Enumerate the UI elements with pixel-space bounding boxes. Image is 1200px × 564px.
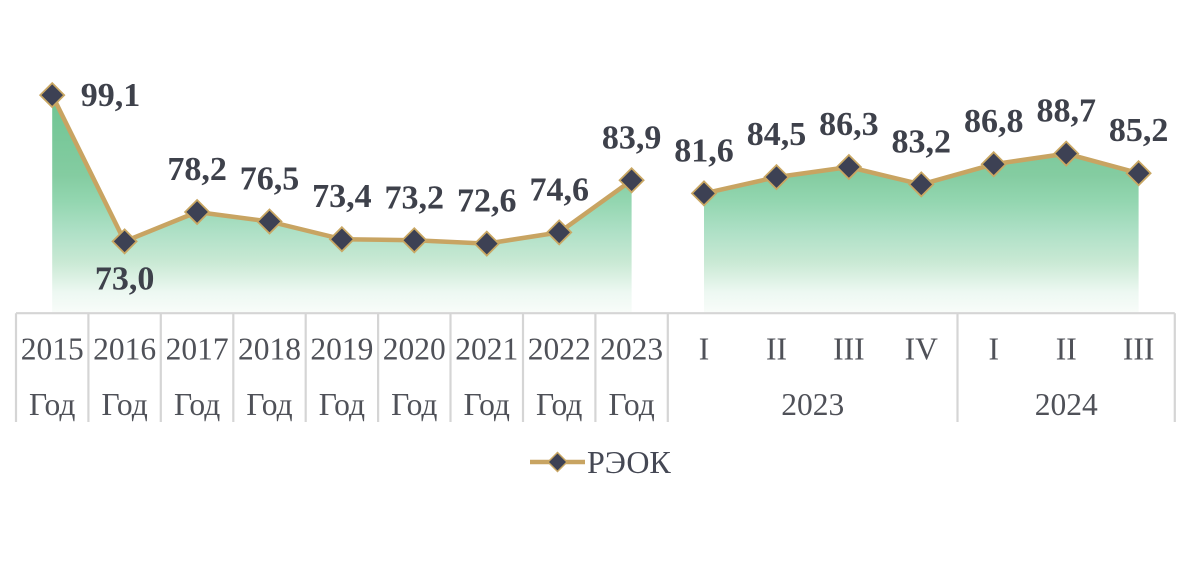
svg-text:2017: 2017 (166, 331, 229, 366)
svg-text:Год: Год (536, 387, 582, 422)
svg-text:III: III (833, 331, 864, 366)
svg-text:76,5: 76,5 (240, 161, 300, 198)
svg-text:2023: 2023 (600, 331, 663, 366)
svg-text:73,0: 73,0 (95, 260, 155, 297)
svg-text:2016: 2016 (93, 331, 156, 366)
svg-text:II: II (766, 331, 787, 366)
svg-text:78,2: 78,2 (167, 151, 227, 188)
svg-text:III: III (1123, 331, 1154, 366)
svg-text:74,6: 74,6 (529, 171, 589, 208)
svg-text:2015: 2015 (21, 331, 84, 366)
svg-text:83,2: 83,2 (892, 123, 952, 160)
svg-text:I: I (699, 331, 710, 366)
svg-text:2020: 2020 (383, 331, 446, 366)
svg-text:Год: Год (29, 387, 75, 422)
svg-text:73,4: 73,4 (312, 178, 372, 215)
svg-text:81,6: 81,6 (674, 132, 734, 169)
svg-text:Год: Год (391, 387, 437, 422)
svg-text:86,8: 86,8 (964, 103, 1024, 140)
svg-text:Год: Год (246, 387, 292, 422)
svg-text:73,2: 73,2 (385, 179, 445, 216)
svg-text:РЭОК: РЭОК (587, 444, 671, 480)
svg-text:86,3: 86,3 (819, 106, 879, 143)
svg-text:Год: Год (608, 387, 654, 422)
svg-text:II: II (1056, 331, 1077, 366)
svg-text:I: I (988, 331, 999, 366)
svg-text:Год: Год (319, 387, 365, 422)
svg-text:IV: IV (905, 331, 938, 366)
svg-text:Год: Год (174, 387, 220, 422)
svg-text:83,9: 83,9 (602, 119, 662, 156)
svg-text:85,2: 85,2 (1109, 112, 1169, 149)
svg-text:2024: 2024 (1035, 387, 1098, 422)
svg-text:2022: 2022 (528, 331, 591, 366)
svg-text:2019: 2019 (310, 331, 373, 366)
svg-text:2023: 2023 (781, 387, 844, 422)
svg-text:2018: 2018 (238, 331, 301, 366)
svg-text:88,7: 88,7 (1036, 93, 1096, 130)
svg-text:99,1: 99,1 (81, 77, 141, 114)
svg-text:Год: Год (101, 387, 147, 422)
svg-text:2021: 2021 (455, 331, 518, 366)
svg-text:Год: Год (464, 387, 510, 422)
svg-text:84,5: 84,5 (747, 116, 807, 153)
svg-text:72,6: 72,6 (457, 183, 517, 220)
